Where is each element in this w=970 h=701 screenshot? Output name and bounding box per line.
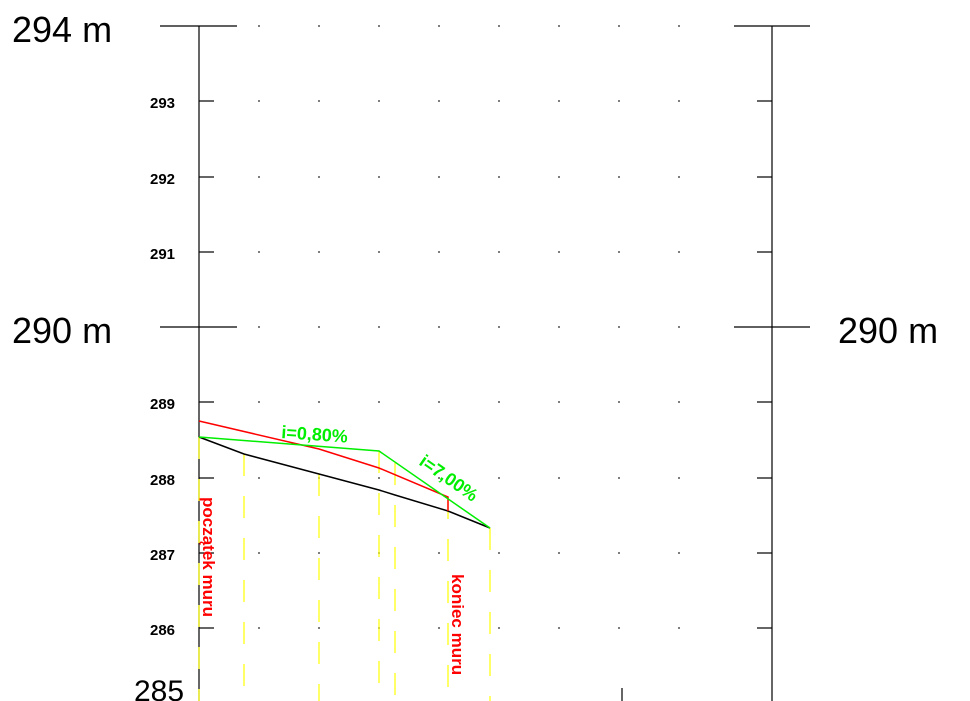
grid-row-291: [258, 251, 680, 253]
wall-end-label: koniec muru: [448, 574, 467, 675]
grid-row-288: [258, 477, 680, 479]
label-290m-left: 290 m: [12, 310, 112, 351]
tick-label-289: 289: [150, 396, 175, 413]
grid-row-293: [258, 100, 680, 102]
right-axis: [734, 25, 810, 701]
tick-label-291: 291: [150, 246, 175, 263]
grid-row-286: [258, 627, 680, 629]
label-290m-right: 290 m: [838, 310, 938, 351]
tick-label-288: 288: [150, 472, 175, 489]
tick-label-286: 286: [150, 622, 175, 639]
grid-row-290: [258, 326, 680, 328]
grid-dots: [258, 25, 680, 629]
wall-start-label: początek muru: [199, 497, 218, 617]
label-294m: 294 m: [12, 9, 112, 50]
label-285: 285: [134, 675, 184, 701]
grid-row-289: [258, 401, 680, 403]
grid-row-292: [258, 176, 680, 178]
slope-label-1: i=0,80%: [281, 422, 349, 447]
left-axis: [160, 25, 237, 701]
design-grade-line: [198, 436, 491, 529]
tick-label-292: 292: [150, 171, 175, 188]
tick-label-287: 287: [150, 547, 175, 564]
station-lines: [198, 437, 491, 701]
grid-row-294: [258, 25, 680, 27]
grid-row-287: [258, 552, 680, 554]
wall-top-line: [198, 420, 449, 511]
tick-label-293: 293: [150, 95, 175, 112]
